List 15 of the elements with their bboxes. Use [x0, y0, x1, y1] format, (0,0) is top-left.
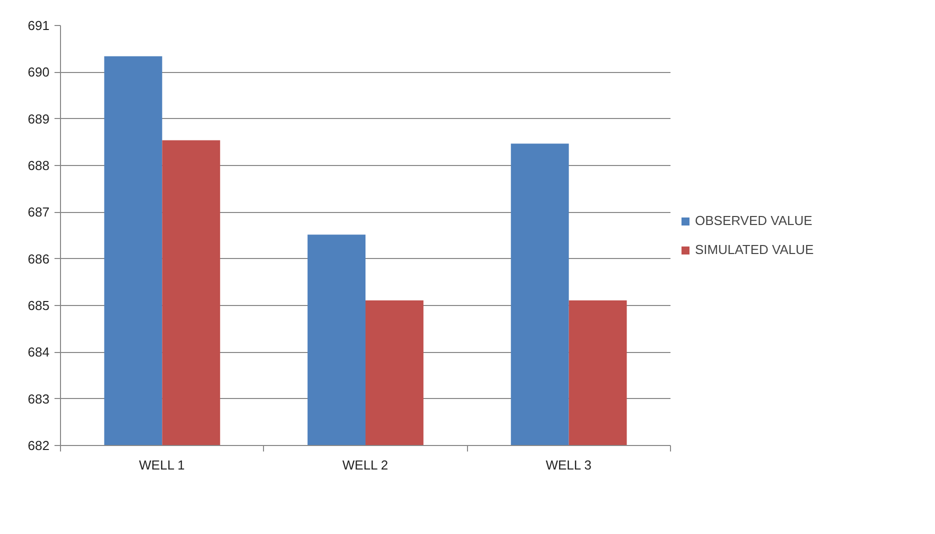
y-tick-label: 683	[28, 391, 50, 406]
y-tick-label: 684	[28, 344, 50, 360]
y-tick-label: 690	[28, 64, 50, 80]
y-tick-label: 686	[28, 251, 50, 266]
y-tick-label: 688	[28, 158, 50, 173]
x-tick-label: WELL 1	[139, 458, 185, 472]
x-tick-label: WELL 2	[342, 458, 388, 472]
y-tick-label: 691	[28, 18, 50, 33]
y-tick-label: 682	[28, 438, 50, 453]
legend-label: OBSERVED VALUE	[695, 213, 812, 228]
x-tick-label: WELL 3	[546, 458, 592, 472]
y-tick-label: 685	[28, 298, 50, 313]
y-tick-label: 687	[28, 204, 50, 220]
y-tick-label: 689	[28, 111, 50, 126]
legend-label: SIMULATED VALUE	[695, 242, 814, 257]
